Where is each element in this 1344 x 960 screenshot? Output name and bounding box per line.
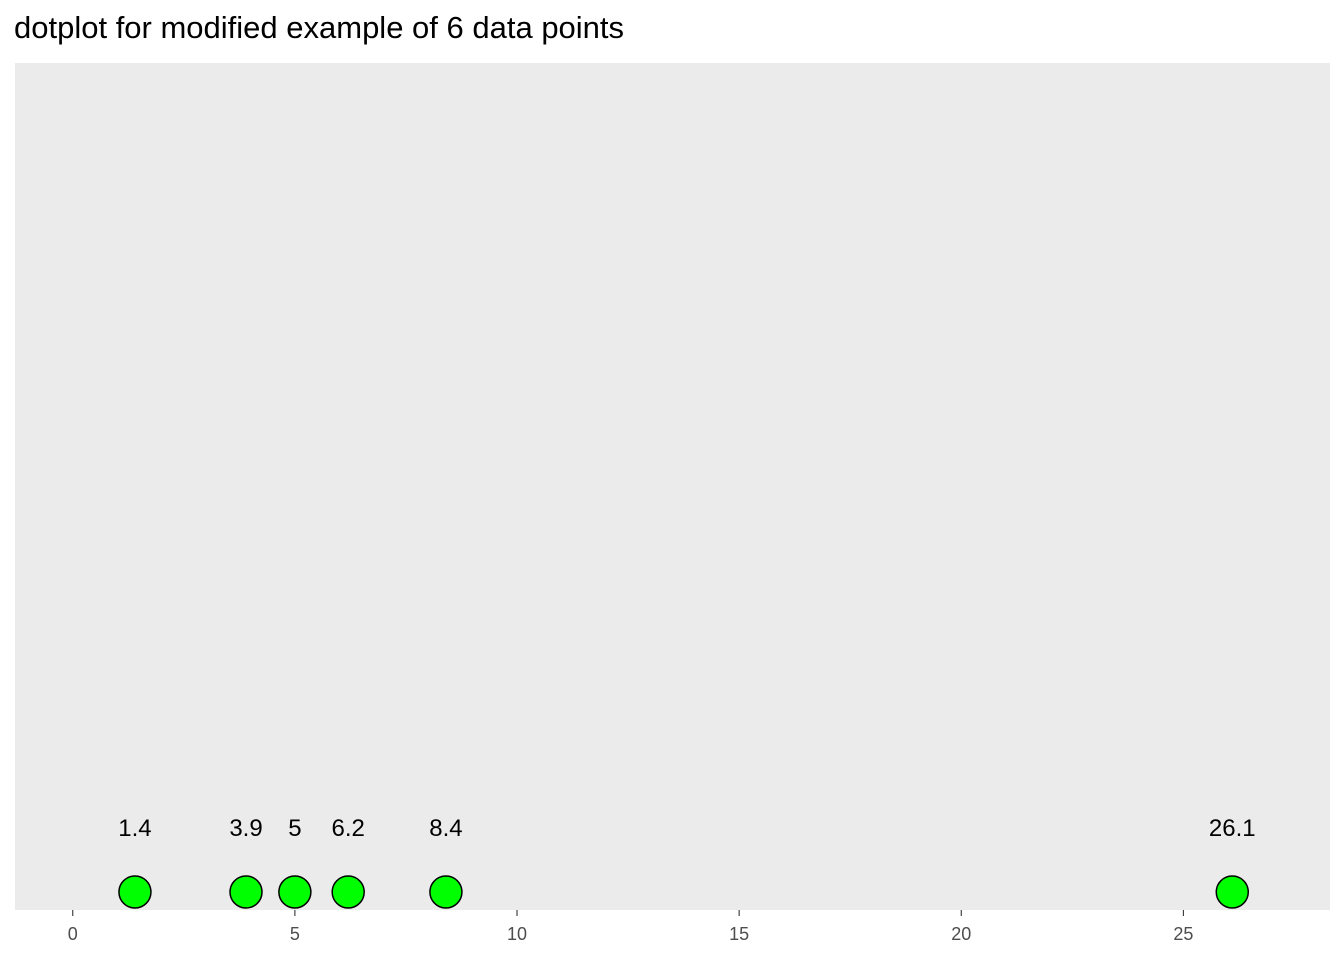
data-point — [331, 875, 365, 909]
data-labels: 1.4 3.9 5 6.2 8.4 26.1 — [118, 815, 1255, 842]
data-label: 1.4 — [118, 815, 151, 842]
data-point — [429, 875, 463, 909]
data-point — [278, 875, 312, 909]
x-tick-label: 0 — [68, 924, 78, 944]
data-label: 8.4 — [429, 815, 462, 842]
chart-title: dotplot for modified example of 6 data p… — [14, 10, 625, 45]
data-label: 3.9 — [229, 815, 262, 842]
x-tick-label: 10 — [507, 924, 527, 944]
x-axis: 0 5 10 15 20 25 — [68, 910, 1193, 944]
data-point — [229, 875, 263, 909]
data-point — [1215, 875, 1250, 909]
data-points — [118, 875, 1250, 909]
data-label: 5 — [288, 815, 301, 842]
x-tick-label: 15 — [729, 924, 749, 944]
x-tick-label: 25 — [1173, 924, 1193, 944]
plot-panel-background — [15, 63, 1330, 910]
data-label: 26.1 — [1209, 815, 1256, 842]
x-tick-label: 5 — [290, 924, 300, 944]
x-tick-label: 20 — [951, 924, 971, 944]
data-label: 6.2 — [332, 815, 365, 842]
data-point — [118, 875, 152, 909]
